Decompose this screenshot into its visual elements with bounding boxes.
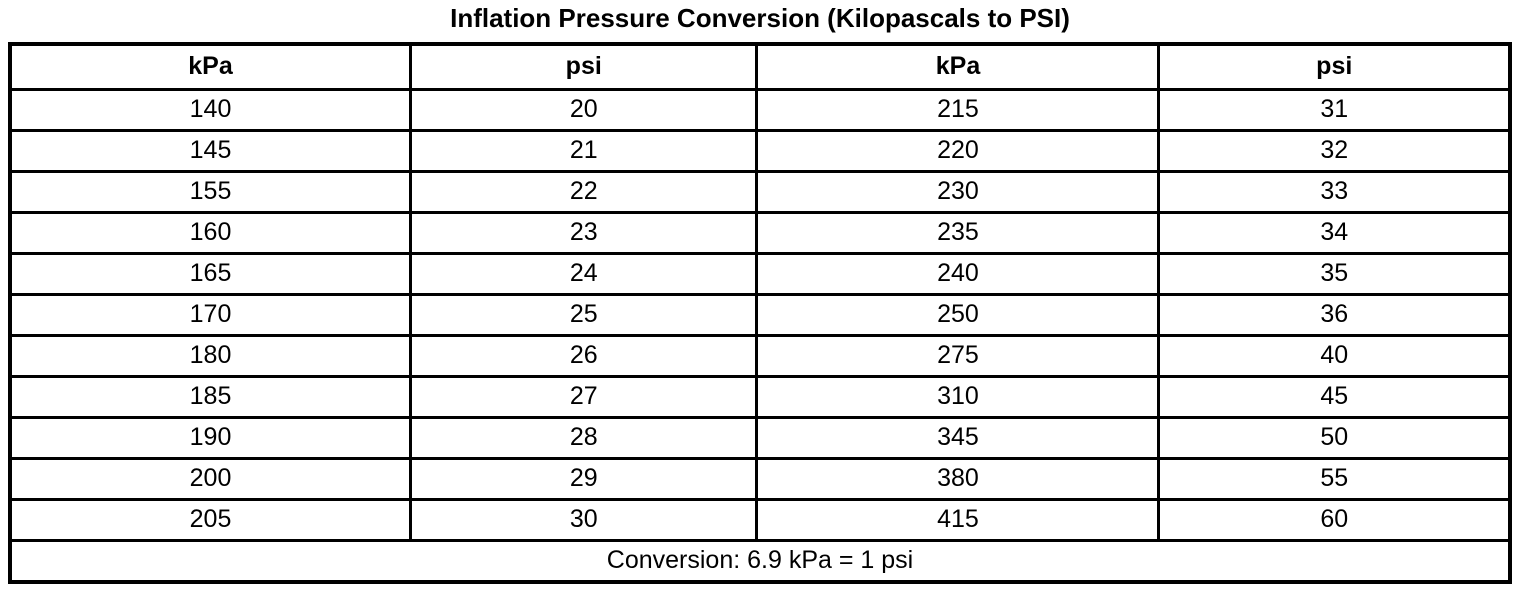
table-cell: 25 bbox=[408, 292, 759, 337]
table-cell: 35 bbox=[1157, 251, 1512, 296]
table-body: 140 20 215 31 145 21 220 32 155 22 230 33 160 23 235 34… bbox=[8, 87, 1512, 542]
table-cell: 165 bbox=[8, 251, 412, 296]
table-cell: 160 bbox=[8, 210, 412, 255]
table-cell: 215 bbox=[755, 87, 1161, 132]
table-row: 145 21 220 32 bbox=[8, 128, 1512, 173]
table-cell: 26 bbox=[408, 333, 759, 378]
table-cell: 27 bbox=[408, 374, 759, 419]
table-cell: 36 bbox=[1157, 292, 1512, 337]
table-cell: 240 bbox=[755, 251, 1161, 296]
table-cell: 30 bbox=[408, 497, 759, 542]
table-cell: 23 bbox=[408, 210, 759, 255]
table-cell: 50 bbox=[1157, 415, 1512, 460]
table-footer-row: Conversion: 6.9 kPa = 1 psi bbox=[8, 538, 1512, 584]
page-title: Inflation Pressure Conversion (Kilopasca… bbox=[450, 3, 1070, 33]
table-footer: Conversion: 6.9 kPa = 1 psi bbox=[8, 538, 1512, 584]
table-cell: 345 bbox=[755, 415, 1161, 460]
table-cell: 190 bbox=[8, 415, 412, 460]
conversion-note: Conversion: 6.9 kPa = 1 psi bbox=[8, 538, 1512, 584]
table-row: 140 20 215 31 bbox=[8, 87, 1512, 132]
table-cell: 180 bbox=[8, 333, 412, 378]
table-cell: 60 bbox=[1157, 497, 1512, 542]
table-cell: 21 bbox=[408, 128, 759, 173]
table-cell: 380 bbox=[755, 456, 1161, 501]
table-cell: 170 bbox=[8, 292, 412, 337]
table-cell: 24 bbox=[408, 251, 759, 296]
table-cell: 415 bbox=[755, 497, 1161, 542]
table-row: 165 24 240 35 bbox=[8, 251, 1512, 296]
table-header: kPa psi kPa psi bbox=[8, 42, 1512, 91]
conversion-table: kPa psi kPa psi 140 20 215 31 145 21 220 32 155 2… bbox=[8, 42, 1512, 584]
table-cell: 250 bbox=[755, 292, 1161, 337]
column-header-kpa-left: kPa bbox=[8, 42, 412, 91]
table-row: 200 29 380 55 bbox=[8, 456, 1512, 501]
table-row: 185 27 310 45 bbox=[8, 374, 1512, 419]
table-row: 170 25 250 36 bbox=[8, 292, 1512, 337]
table-cell: 145 bbox=[8, 128, 412, 173]
table-cell: 140 bbox=[8, 87, 412, 132]
table-cell: 31 bbox=[1157, 87, 1512, 132]
table-cell: 40 bbox=[1157, 333, 1512, 378]
column-header-kpa-right: kPa bbox=[755, 42, 1161, 91]
table-cell: 310 bbox=[755, 374, 1161, 419]
table-cell: 32 bbox=[1157, 128, 1512, 173]
table-cell: 20 bbox=[408, 87, 759, 132]
table-cell: 235 bbox=[755, 210, 1161, 255]
table-cell: 45 bbox=[1157, 374, 1512, 419]
table-cell: 34 bbox=[1157, 210, 1512, 255]
table-row: 160 23 235 34 bbox=[8, 210, 1512, 255]
column-header-psi-left: psi bbox=[408, 42, 759, 91]
table-cell: 22 bbox=[408, 169, 759, 214]
table-cell: 33 bbox=[1157, 169, 1512, 214]
table-row: 205 30 415 60 bbox=[8, 497, 1512, 542]
table-cell: 200 bbox=[8, 456, 412, 501]
table-cell: 205 bbox=[8, 497, 412, 542]
column-header-psi-right: psi bbox=[1157, 42, 1512, 91]
table-cell: 28 bbox=[408, 415, 759, 460]
table-cell: 230 bbox=[755, 169, 1161, 214]
table-cell: 55 bbox=[1157, 456, 1512, 501]
table-cell: 29 bbox=[408, 456, 759, 501]
table-cell: 155 bbox=[8, 169, 412, 214]
table-cell: 185 bbox=[8, 374, 412, 419]
table-cell: 220 bbox=[755, 128, 1161, 173]
table-row: 180 26 275 40 bbox=[8, 333, 1512, 378]
table-header-row: kPa psi kPa psi bbox=[8, 42, 1512, 91]
table-row: 155 22 230 33 bbox=[8, 169, 1512, 214]
table-row: 190 28 345 50 bbox=[8, 415, 1512, 460]
table-cell: 275 bbox=[755, 333, 1161, 378]
